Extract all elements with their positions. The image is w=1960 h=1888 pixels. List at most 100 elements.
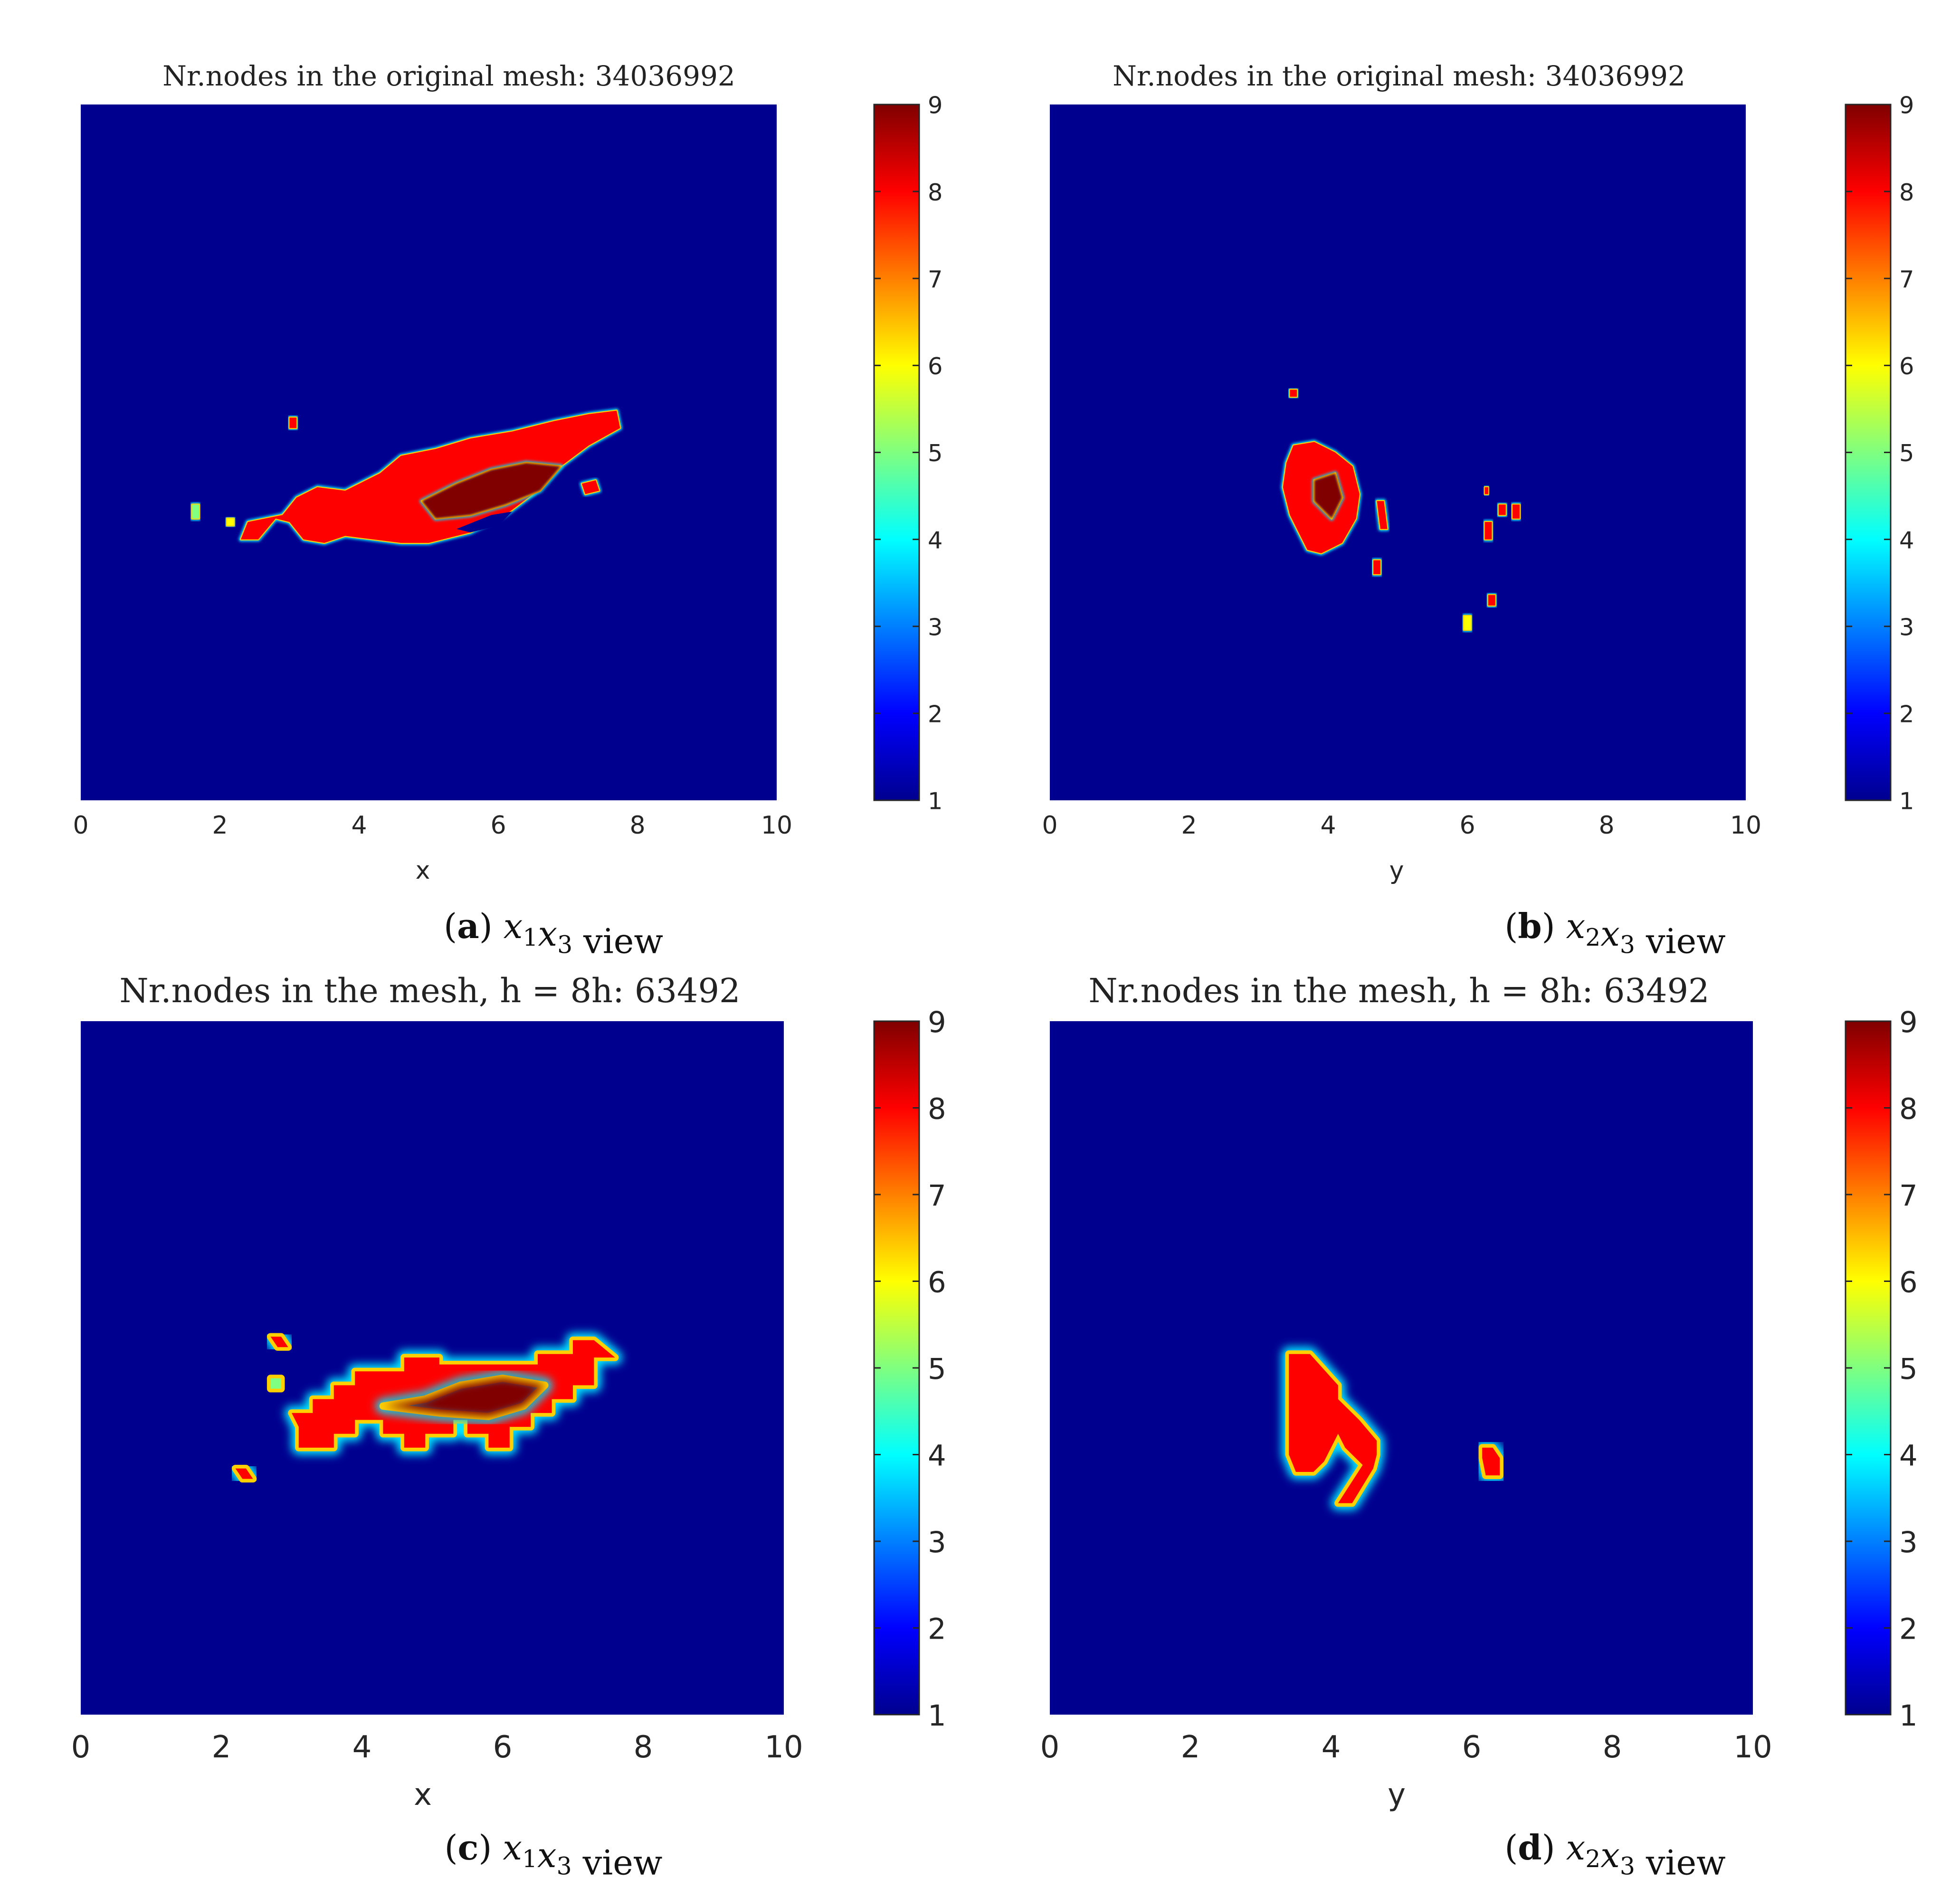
- chart-title: Nr.nodes in the original mesh: 34036992: [162, 60, 735, 92]
- heatmap-region: [421, 463, 561, 519]
- colorbar-tick-label: 3: [1899, 613, 1914, 641]
- x-tick-label: 4: [351, 811, 367, 840]
- x-tick-label: 0: [71, 1730, 91, 1765]
- colorbar-tick-label: 5: [1899, 1353, 1918, 1386]
- heatmap-region: [1464, 616, 1471, 630]
- colorbar-tick-label: 9: [928, 92, 942, 119]
- colorbar-tick-label: 2: [928, 1613, 946, 1646]
- panel-caption: (d) x2x3 view: [1504, 1827, 1726, 1883]
- colorbar-tick-label: 3: [928, 1526, 946, 1559]
- colorbar-tick-label: 1: [928, 1699, 946, 1733]
- chart-title: Nr.nodes in the original mesh: 34036992: [1113, 60, 1685, 92]
- colorbar-tick-label: 9: [928, 1006, 946, 1039]
- colorbar-tick-label: 8: [1899, 1093, 1918, 1126]
- colorbar: [873, 104, 920, 801]
- x-tick-label: 0: [1042, 811, 1057, 840]
- colorbar-tick-label: 5: [1899, 439, 1914, 467]
- heatmap-region: [1513, 504, 1520, 519]
- plot-background: [1050, 1021, 1753, 1715]
- panel-caption: (c) x1x3 view: [444, 1827, 662, 1883]
- colorbar-tick-label: 4: [928, 1440, 946, 1473]
- colorbar-tick-label: 4: [1899, 526, 1914, 554]
- colorbar-tick-label: 3: [928, 613, 942, 641]
- colorbar-tick-label: 1: [928, 787, 942, 815]
- colorbar-tick-label: 7: [1899, 1179, 1918, 1213]
- heatmap-region: [227, 518, 234, 526]
- x-tick-label: 10: [1733, 1730, 1772, 1765]
- heatmap-region: [1488, 595, 1495, 606]
- heatmap-region: [270, 1337, 288, 1347]
- heatmap-region: [1377, 501, 1388, 529]
- x-tick-label: 2: [212, 811, 228, 840]
- x-tick-label: 4: [352, 1730, 372, 1765]
- colorbar-tick-label: 2: [1899, 1613, 1918, 1646]
- colorbar-tick-label: 8: [928, 1093, 946, 1126]
- chart-title: Nr.nodes in the mesh, h = 8h: 63492: [1088, 971, 1709, 1010]
- panel-3: Nr.nodes in the mesh, h = 8h: 63492 0 2 4 6 8…: [71, 971, 946, 1883]
- x-tick-label: 2: [212, 1730, 231, 1765]
- colorbar-tick-label: 6: [1899, 352, 1914, 380]
- heatmap-region: [581, 480, 599, 494]
- panel-caption: (b) x2x3 view: [1504, 906, 1726, 961]
- colorbar-tick-label: 5: [928, 439, 942, 467]
- x-tick-label: 0: [73, 811, 88, 840]
- panel-2: Nr.nodes in the original mesh: 34036992 0…: [1042, 60, 1914, 961]
- x-tick-label: 2: [1181, 1730, 1200, 1765]
- colorbar-tick-label: 1: [1899, 1699, 1918, 1733]
- heatmap-region: [1482, 1447, 1500, 1476]
- plot-background: [1050, 104, 1746, 800]
- colorbar-tick-label: 5: [928, 1353, 946, 1386]
- x-tick-label: 6: [1459, 811, 1475, 840]
- colorbar-tick-label: 8: [928, 179, 942, 206]
- heatmap-region: [1498, 504, 1506, 515]
- heatmap-region: [240, 410, 620, 543]
- colorbar: [1845, 104, 1892, 801]
- heatmap-region: [1484, 522, 1492, 540]
- x-tick-label: 6: [490, 811, 506, 840]
- colorbar-tick-label: 6: [1899, 1266, 1918, 1300]
- heatmap-region: [235, 1468, 253, 1479]
- colorbar-tick-label: 4: [1899, 1440, 1918, 1473]
- heatmap-field: [1281, 1347, 1507, 1511]
- colorbar: [1845, 1020, 1892, 1716]
- colorbar-tick-label: 2: [1899, 701, 1914, 728]
- x-tick-label: 4: [1320, 811, 1336, 840]
- colorbar-tick-label: 6: [928, 352, 942, 380]
- heatmap-field: [1281, 388, 1522, 632]
- x-tick-label: 8: [1603, 1730, 1622, 1765]
- x-axis-label: y: [1388, 1777, 1406, 1812]
- x-tick-label: 10: [761, 811, 792, 840]
- x-tick-label: 6: [493, 1730, 513, 1765]
- x-tick-label: 6: [1462, 1730, 1482, 1765]
- colorbar-tick-label: 3: [1899, 1526, 1918, 1559]
- heatmap-region: [289, 417, 297, 428]
- x-axis-label: x: [414, 1777, 432, 1812]
- colorbar-tick-label: 8: [1899, 179, 1914, 206]
- x-tick-label: 8: [634, 1730, 653, 1765]
- heatmap-field: [190, 408, 622, 545]
- panel-caption: (a) x1x3 view: [444, 906, 663, 961]
- heatmap-region: [1290, 389, 1297, 397]
- heatmap-region: [457, 512, 513, 532]
- heatmap-region: [1289, 1354, 1377, 1503]
- x-tick-label: 8: [629, 811, 645, 840]
- colorbar-tick-label: 1: [1899, 787, 1914, 815]
- heatmap-field: [228, 1329, 623, 1487]
- colorbar-tick-label: 7: [928, 266, 942, 293]
- x-tick-label: 2: [1181, 811, 1197, 840]
- heatmap-region: [270, 1378, 281, 1389]
- x-tick-label: 10: [1730, 811, 1761, 840]
- colorbar-tick-label: 6: [928, 1266, 946, 1300]
- colorbar: [873, 1020, 920, 1716]
- heatmap-region: [1484, 487, 1488, 494]
- x-axis-label: y: [1389, 856, 1404, 885]
- colorbar-tick-label: 9: [1899, 1006, 1918, 1039]
- x-tick-label: 10: [764, 1730, 803, 1765]
- heatmap-region: [192, 504, 199, 519]
- heatmap-region: [1314, 473, 1342, 519]
- x-tick-label: 4: [1322, 1730, 1341, 1765]
- panel-1: Nr.nodes in the original mesh: 34036992 0…: [73, 60, 942, 961]
- colorbar-tick-label: 4: [928, 526, 942, 554]
- colorbar-tick-label: 7: [1899, 266, 1914, 293]
